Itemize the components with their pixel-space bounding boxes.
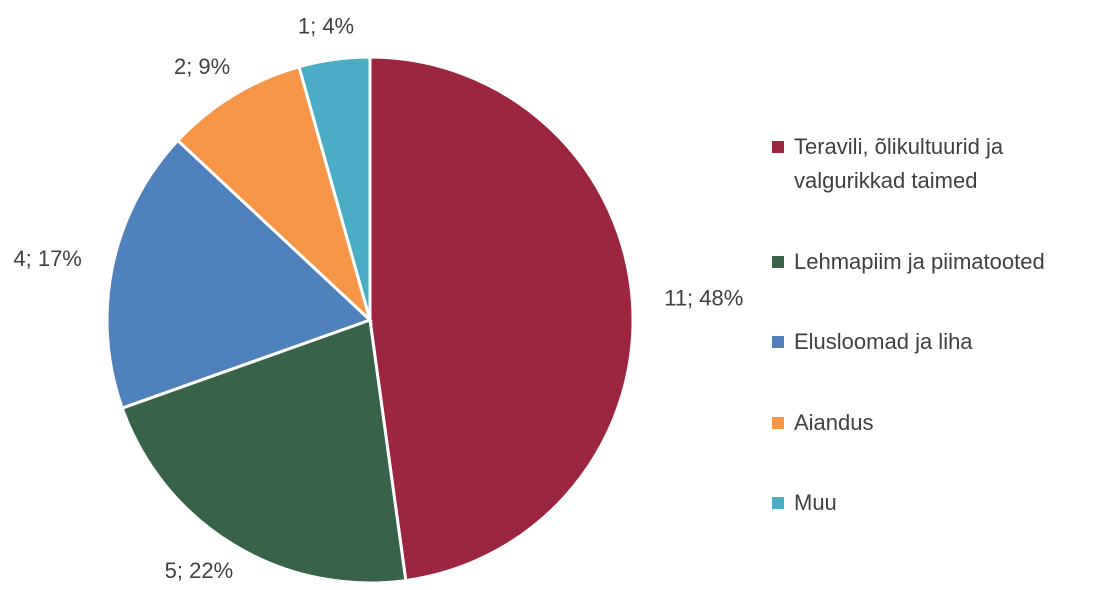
- legend-swatch: [772, 336, 784, 348]
- pie-slice: [368, 55, 635, 583]
- legend-label: Muu: [794, 490, 837, 515]
- legend-label: Elusloomad ja liha: [794, 329, 973, 354]
- legend-swatch: [772, 255, 784, 268]
- legend: Teravili, õlikultuurid ja valgurikkad ta…: [772, 130, 1107, 520]
- data-label: 4; 17%: [13, 246, 82, 271]
- pie-slice: [105, 138, 373, 410]
- legend-item: Teravili, õlikultuurid ja valgurikkad ta…: [772, 130, 1107, 198]
- legend-label: Aiandus: [794, 409, 874, 435]
- legend-item: Aiandus: [772, 406, 1107, 440]
- legend-label: Teravili, õlikultuurid ja valgurikkad ta…: [794, 134, 1004, 193]
- pie-area: 11; 48% 5; 22% 4; 17% 2; 9% 1; 4%: [13, 14, 743, 585]
- legend-swatch: [772, 141, 784, 153]
- pie-slice: [175, 64, 373, 325]
- legend-item: Elusloomad ja liha: [772, 325, 1107, 359]
- legend-item: Muu: [772, 486, 1107, 520]
- data-label: 11; 48%: [664, 286, 743, 311]
- data-label: 2; 9%: [174, 54, 230, 79]
- pie-slice: [120, 317, 408, 585]
- legend-label: Lehmapiim ja piimatooted: [794, 248, 1045, 274]
- data-label: 5; 22%: [165, 558, 234, 583]
- pie-slice: [297, 55, 372, 321]
- legend-item: Lehmapiim ja piimatooted: [772, 245, 1107, 279]
- data-label: 1; 4%: [298, 14, 354, 39]
- legend-swatch: [772, 497, 784, 509]
- legend-swatch: [772, 416, 784, 429]
